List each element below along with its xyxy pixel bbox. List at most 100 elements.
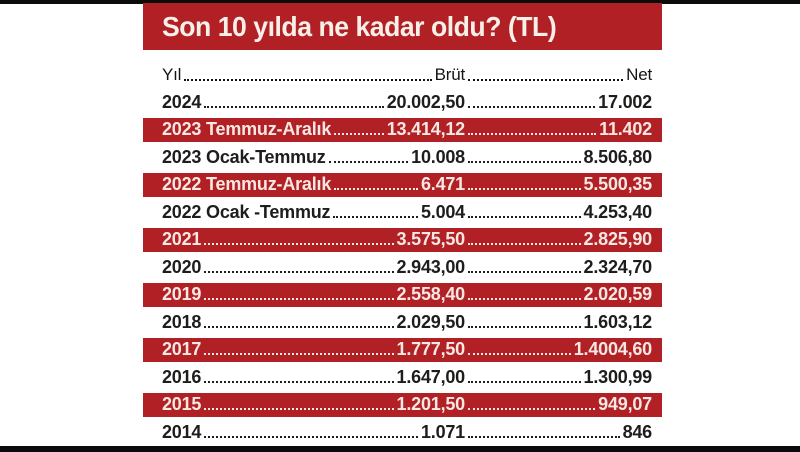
net-cell: 846 — [622, 421, 653, 442]
header-left-group: Yıl Brüt — [162, 61, 465, 89]
year-cell: 2021 — [162, 229, 202, 250]
gross-cell: 20.002,50 — [386, 91, 465, 112]
gross-cell: 13.414,12 — [386, 119, 465, 140]
leader-dots — [468, 106, 596, 108]
table-row: 2023 Ocak-Temmuz 10.008 8.506,80 — [143, 144, 662, 172]
gross-cell: 1.777,50 — [396, 339, 466, 360]
row-left-group: 2021 3.575,50 — [162, 228, 465, 252]
gross-cell: 1.201,50 — [396, 394, 466, 415]
infographic-panel: Son 10 yılda ne kadar oldu? (TL) Yıl Brü… — [143, 3, 662, 446]
leader-dots — [468, 352, 571, 355]
net-cell: 4.253,40 — [583, 201, 653, 222]
net-cell: 2.324,70 — [583, 256, 653, 277]
gross-column-header: Brüt — [434, 64, 466, 84]
net-cell: 17.002 — [598, 91, 652, 112]
leader-dots — [204, 436, 418, 438]
year-cell: 2017 — [162, 339, 202, 360]
table-row: 2019 2.558,40 2.020,59 — [143, 281, 662, 309]
row-left-group: 2019 2.558,40 — [162, 283, 465, 307]
gross-cell: 1.071 — [420, 421, 465, 442]
net-cell: 8.506,80 — [583, 146, 653, 167]
leader-dots — [334, 187, 418, 190]
row-left-group: 2023 Ocak-Temmuz 10.008 — [162, 144, 465, 172]
year-cell: 2014 — [162, 421, 202, 442]
leader-dots — [468, 78, 624, 81]
net-cell: 2.825,90 — [583, 229, 653, 250]
table-row: 2016 1.647,00 1.300,99 — [143, 364, 662, 392]
year-cell: 2022 Temmuz-Aralık — [162, 174, 332, 195]
leader-dots — [328, 161, 409, 163]
row-left-group: 2022 Temmuz-Aralık 6.471 — [162, 173, 465, 197]
net-cell: 949,07 — [598, 394, 652, 415]
leader-dots — [204, 106, 384, 108]
leader-dots — [468, 161, 581, 163]
leader-dots — [468, 242, 581, 245]
net-cell: 1.603,12 — [583, 311, 653, 332]
table-row: 2020 2.943,00 2.324,70 — [143, 254, 662, 282]
leader-dots — [204, 326, 394, 328]
leader-dots — [468, 407, 596, 410]
leader-dots — [468, 216, 581, 218]
year-cell: 2020 — [162, 256, 202, 277]
gross-cell: 2.029,50 — [396, 311, 466, 332]
table-row: 2023 Temmuz-Aralık 13.414,12 11.402 — [143, 116, 662, 144]
year-cell: 2022 Ocak -Temmuz — [162, 201, 331, 222]
gross-cell: 10.008 — [411, 146, 465, 167]
leader-dots — [184, 78, 432, 81]
gross-cell: 5.004 — [420, 201, 465, 222]
row-left-group: 2018 2.029,50 — [162, 309, 465, 337]
table-header-row: Yıl Brüt Net — [143, 61, 662, 89]
year-cell: 2015 — [162, 394, 202, 415]
net-cell: 11.402 — [599, 119, 652, 140]
row-left-group: 2015 1.201,50 — [162, 393, 465, 417]
leader-dots — [468, 297, 581, 300]
row-left-group: 2023 Temmuz-Aralık 13.414,12 — [162, 118, 465, 142]
leader-dots — [468, 326, 581, 328]
gross-cell: 2.943,00 — [396, 256, 466, 277]
year-cell: 2019 — [162, 284, 202, 305]
table-row: 2015 1.201,50 949,07 — [143, 391, 662, 419]
top-black-bar — [0, 0, 800, 4]
net-cell: 2.020,59 — [583, 284, 653, 305]
leader-dots — [468, 271, 581, 273]
title-bar: Son 10 yılda ne kadar oldu? (TL) — [143, 3, 662, 50]
leader-dots — [204, 271, 394, 273]
table-row: 2017 1.777,50 1.4004,60 — [143, 336, 662, 364]
table-row: 2022 Ocak -Temmuz 5.004 4.253,40 — [143, 199, 662, 227]
year-cell: 2024 — [162, 91, 202, 112]
wage-table: Yıl Brüt Net 2024 20.002,50 17.002 2023 … — [143, 61, 662, 446]
leader-dots — [204, 352, 394, 355]
leader-dots — [204, 297, 394, 300]
row-left-group: 2016 1.647,00 — [162, 364, 465, 392]
row-left-group: 2017 1.777,50 — [162, 338, 465, 362]
year-cell: 2016 — [162, 366, 202, 387]
table-row: 2024 20.002,50 17.002 — [143, 89, 662, 117]
year-column-header: Yıl — [162, 64, 182, 84]
leader-dots — [204, 407, 394, 410]
net-cell: 5.500,35 — [583, 174, 653, 195]
bottom-black-bar — [0, 446, 800, 452]
net-cell: 1.300,99 — [583, 366, 653, 387]
row-left-group: 2014 1.071 — [162, 419, 465, 447]
row-left-group: 2020 2.943,00 — [162, 254, 465, 282]
leader-dots — [468, 436, 620, 438]
leader-dots — [204, 242, 394, 245]
table-row: 2018 2.029,50 1.603,12 — [143, 309, 662, 337]
gross-cell: 2.558,40 — [396, 284, 466, 305]
row-left-group: 2024 20.002,50 — [162, 89, 465, 117]
leader-dots — [333, 216, 418, 218]
table-body: 2024 20.002,50 17.002 2023 Temmuz-Aralık… — [143, 89, 662, 447]
net-cell: 1.4004,60 — [573, 339, 652, 360]
year-cell: 2023 Temmuz-Aralık — [162, 119, 332, 140]
page-title: Son 10 yılda ne kadar oldu? (TL) — [162, 10, 557, 42]
row-left-group: 2022 Ocak -Temmuz 5.004 — [162, 199, 465, 227]
leader-dots — [204, 381, 394, 383]
net-column-header: Net — [626, 64, 652, 84]
leader-dots — [468, 381, 581, 383]
year-cell: 2018 — [162, 311, 202, 332]
gross-cell: 1.647,00 — [396, 366, 466, 387]
year-cell: 2023 Ocak-Temmuz — [162, 146, 326, 167]
table-row: 2022 Temmuz-Aralık 6.471 5.500,35 — [143, 171, 662, 199]
leader-dots — [468, 187, 581, 190]
